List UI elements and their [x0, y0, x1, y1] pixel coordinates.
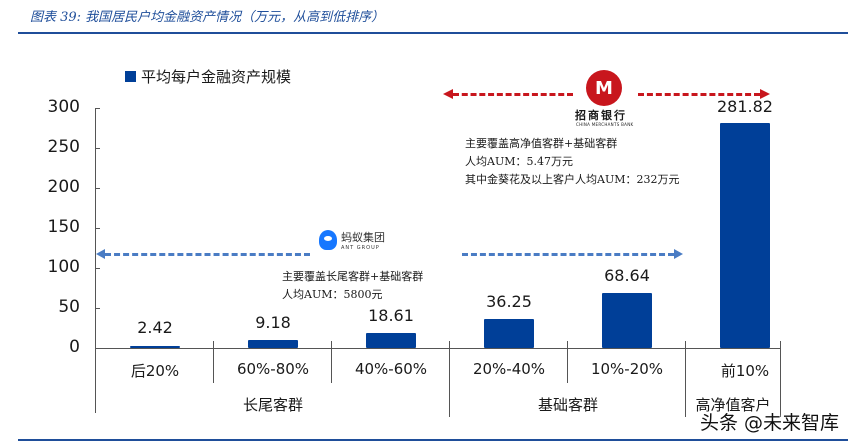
ant-annotation-line2: 人均AUM：5800元	[282, 288, 383, 301]
bar-value-label: 2.42	[137, 318, 173, 337]
legend-label: 平均每户金融资产规模	[141, 68, 292, 86]
bottom-rule	[18, 439, 848, 441]
y-axis	[95, 108, 96, 413]
cmb-dashed-line-right	[638, 93, 760, 96]
ant-icon	[319, 230, 337, 250]
ant-dashed-line-left	[105, 253, 310, 256]
x-category-separator	[331, 341, 332, 383]
arrow-left-icon	[443, 89, 453, 99]
bar-value-label: 36.25	[486, 292, 532, 311]
y-tick	[95, 308, 100, 309]
group-label-high-net-worth: 高净值客户	[695, 396, 771, 414]
ant-dashed-line-right	[462, 253, 674, 256]
cmb-annotation-line3: 其中金葵花及以上客户人均AUM：232万元	[465, 173, 680, 186]
x-category-separator	[213, 341, 214, 383]
ant-group-logo: 蚂蚁集团 ANT GROUP	[315, 227, 389, 253]
cmb-name-en: CHINA MERCHANTS BANK	[576, 122, 634, 127]
ant-name-en: ANT GROUP	[341, 245, 380, 251]
ant-name: 蚂蚁集团	[341, 231, 385, 244]
category-label: 后20%	[130, 362, 180, 380]
bar-60-80	[248, 340, 298, 348]
y-tick-label: 50	[58, 297, 80, 317]
cmb-name: 招商银行	[575, 109, 627, 122]
bar-value-label: 18.61	[368, 306, 414, 325]
y-tick-label: 200	[47, 177, 80, 197]
bar-value-label: 9.18	[255, 313, 291, 332]
y-tick	[95, 148, 100, 149]
cmb-logo-icon: M	[586, 70, 622, 106]
ant-annotation: 主要覆盖长尾客群+基础客群 人均AUM：5800元	[282, 268, 423, 304]
cmb-annotation-line1: 主要覆盖高净值客群+基础客群	[465, 137, 618, 150]
bar-value-label: 68.64	[604, 266, 650, 285]
cmb-annotation: 主要覆盖高净值客群+基础客群 人均AUM：5.47万元 其中金葵花及以上客户人均…	[465, 135, 679, 189]
legend-swatch	[125, 71, 136, 82]
watermark: 头条 @未来智库	[700, 412, 840, 434]
bar-10-20	[602, 293, 652, 348]
bar-40-60	[366, 333, 416, 348]
category-label: 40%-60%	[354, 360, 428, 378]
ant-annotation-line1: 主要覆盖长尾客群+基础客群	[282, 270, 424, 283]
cmb-dashed-line-left	[453, 93, 573, 96]
x-group-separator	[780, 341, 781, 417]
x-group-separator	[449, 341, 450, 417]
category-label: 60%-80%	[236, 360, 310, 378]
y-tick	[95, 108, 100, 109]
category-label: 20%-40%	[472, 360, 546, 378]
x-category-separator	[567, 341, 568, 383]
y-tick-label: 100	[47, 257, 80, 277]
bar-bottom-20	[130, 346, 180, 348]
group-label-base: 基础客群	[537, 396, 598, 414]
bar-top-10	[720, 123, 770, 348]
category-label: 10%-20%	[590, 360, 664, 378]
arrow-right-icon	[674, 249, 683, 259]
figure-title: 图表 39: 我国居民户均金融资产情况（万元，从高到低排序）	[30, 10, 385, 25]
y-tick-label: 250	[47, 137, 80, 157]
bar-value-label: 281.82	[717, 97, 773, 116]
x-axis	[95, 348, 780, 349]
y-tick	[95, 268, 100, 269]
y-tick-label: 150	[47, 217, 80, 237]
y-tick	[95, 228, 100, 229]
cmb-annotation-line2: 人均AUM：5.47万元	[465, 155, 573, 168]
group-label-long-tail: 长尾客群	[242, 396, 303, 414]
title-rule	[18, 32, 848, 34]
y-tick-label: 300	[47, 97, 80, 117]
legend: 平均每户金融资产规模	[125, 66, 291, 87]
arrow-right-icon	[760, 89, 770, 99]
y-tick	[95, 188, 100, 189]
arrow-left-icon	[96, 249, 105, 259]
y-tick-label: 0	[69, 337, 80, 357]
x-group-separator	[685, 341, 686, 417]
category-label: 前10%	[720, 362, 770, 380]
bar-20-40	[484, 319, 534, 348]
